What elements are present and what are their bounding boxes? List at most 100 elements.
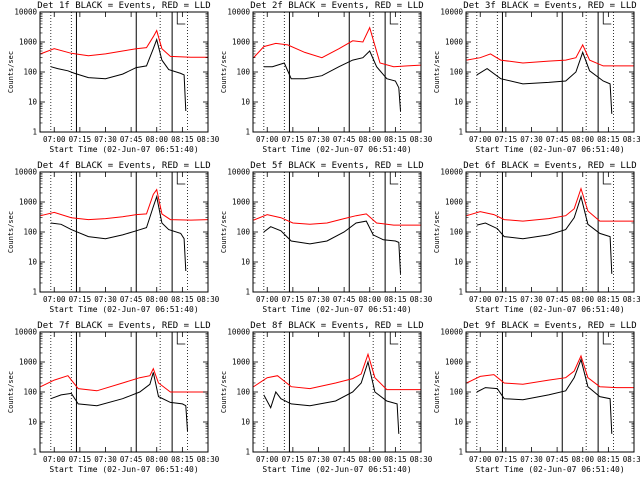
x-tick-label: 08:00	[571, 135, 594, 144]
events-series-line	[476, 357, 613, 434]
events-series-line	[263, 360, 400, 434]
y-axis-label: Counts/sec	[7, 211, 15, 253]
y-tick-label: 10000	[14, 328, 37, 337]
y-tick-label: 10	[28, 418, 38, 427]
x-tick-label: 08:30	[197, 455, 220, 464]
x-axis-label: Start Time (02-Jun-07 06:51:40)	[262, 465, 411, 474]
bracket-marker	[602, 332, 612, 345]
y-tick-label: 10000	[440, 168, 463, 177]
plot-frame	[252, 331, 422, 453]
plot-frame	[39, 171, 209, 293]
plot-frame	[39, 11, 209, 133]
y-tick-label: 10	[28, 98, 38, 107]
bracket-marker	[176, 332, 186, 345]
x-tick-label: 07:30	[94, 135, 117, 144]
x-tick-label: 07:30	[307, 135, 330, 144]
x-tick-label: 07:30	[94, 295, 117, 304]
panel-6: Det 6f BLACK = Events, RED = LLD 1 10 100 10…	[433, 161, 640, 314]
events-series-line	[50, 372, 188, 432]
y-tick-label: 1	[245, 448, 250, 457]
y-tick-label: 1000	[232, 38, 251, 47]
x-tick-label: 07:45	[120, 135, 143, 144]
x-tick-label: 08:15	[384, 455, 407, 464]
y-tick-label: 1	[458, 288, 463, 297]
panel-2: Det 2f BLACK = Events, RED = LLD 1 10 100 10…	[220, 1, 433, 154]
panel-8: Det 8f BLACK = Events, RED = LLD 1 10 100 10…	[220, 321, 433, 474]
panel-title: Det 5f BLACK = Events, RED = LLD	[250, 161, 423, 171]
y-tick-label: 1000	[19, 198, 38, 207]
x-axis-label: Start Time (02-Jun-07 06:51:40)	[262, 145, 411, 154]
y-tick-label: 1	[32, 288, 37, 297]
x-tick-label: 07:30	[94, 455, 117, 464]
x-axis-label: Start Time (02-Jun-07 06:51:40)	[49, 465, 198, 474]
lld-series-line	[466, 354, 634, 389]
y-tick-label: 100	[236, 228, 250, 237]
x-tick-label: 07:00	[469, 135, 492, 144]
y-tick-label: 1000	[19, 358, 38, 367]
x-tick-label: 08:30	[623, 295, 640, 304]
x-tick-label: 08:30	[410, 135, 433, 144]
events-series-line	[476, 50, 613, 114]
x-tick-label: 08:30	[410, 455, 433, 464]
panel-1: Det 1f BLACK = Events, RED = LLD 1 10 100 10…	[7, 1, 220, 154]
x-tick-label: 07:45	[120, 455, 143, 464]
y-tick-label: 1	[32, 128, 37, 137]
panel-title: Det 1f BLACK = Events, RED = LLD	[37, 1, 210, 11]
y-tick-label: 10	[28, 258, 38, 267]
panel-title: Det 4f BLACK = Events, RED = LLD	[37, 161, 210, 171]
bracket-marker	[602, 12, 612, 25]
bracket-marker	[176, 172, 186, 185]
y-tick-label: 1000	[232, 358, 251, 367]
bracket-marker	[389, 172, 399, 185]
y-tick-label: 100	[449, 388, 463, 397]
x-axis-label: Start Time (02-Jun-07 06:51:40)	[475, 465, 624, 474]
bracket-marker	[176, 12, 186, 25]
x-tick-label: 08:00	[358, 135, 381, 144]
events-series-line	[263, 50, 401, 112]
events-series-line	[263, 220, 401, 274]
x-tick-label: 07:30	[520, 295, 543, 304]
y-axis-label: Counts/sec	[220, 371, 228, 413]
y-tick-label: 100	[23, 68, 37, 77]
x-tick-label: 08:30	[197, 135, 220, 144]
x-tick-label: 07:15	[282, 455, 305, 464]
y-tick-label: 10	[241, 418, 251, 427]
lld-series-line	[253, 213, 421, 226]
y-tick-label: 10	[454, 98, 464, 107]
plot-frame	[252, 171, 422, 293]
lld-series-line	[466, 186, 634, 222]
y-tick-label: 1	[245, 128, 250, 137]
x-tick-label: 08:15	[171, 135, 194, 144]
x-tick-label: 07:45	[333, 135, 356, 144]
x-tick-label: 08:00	[571, 455, 594, 464]
panel-title: Det 8f BLACK = Events, RED = LLD	[250, 321, 423, 331]
x-tick-label: 07:15	[282, 295, 305, 304]
y-tick-label: 100	[449, 68, 463, 77]
panel-7: Det 7f BLACK = Events, RED = LLD 1 10 100 10…	[7, 321, 220, 474]
x-tick-label: 07:15	[495, 455, 518, 464]
x-tick-label: 07:00	[469, 295, 492, 304]
bracket-marker	[389, 332, 399, 345]
x-tick-label: 08:00	[145, 295, 168, 304]
panel-4: Det 4f BLACK = Events, RED = LLD 1 10 100 10…	[7, 161, 220, 314]
y-tick-label: 10000	[14, 168, 37, 177]
x-axis-label: Start Time (02-Jun-07 06:51:40)	[262, 305, 411, 314]
y-tick-label: 10	[454, 418, 464, 427]
y-tick-label: 100	[236, 68, 250, 77]
y-tick-label: 1	[458, 128, 463, 137]
events-series-line	[50, 194, 187, 272]
y-tick-label: 100	[23, 228, 37, 237]
y-tick-label: 1000	[445, 198, 464, 207]
x-tick-label: 08:15	[171, 455, 194, 464]
x-tick-label: 07:15	[69, 455, 92, 464]
x-tick-label: 08:00	[145, 455, 168, 464]
x-tick-label: 08:00	[358, 455, 381, 464]
y-tick-label: 1000	[445, 358, 464, 367]
lld-series-line	[40, 367, 208, 393]
x-tick-label: 07:00	[43, 135, 66, 144]
y-axis-label: Counts/sec	[7, 51, 15, 93]
y-tick-label: 1000	[19, 38, 38, 47]
plot-frame	[252, 11, 422, 133]
x-tick-label: 07:45	[546, 455, 569, 464]
